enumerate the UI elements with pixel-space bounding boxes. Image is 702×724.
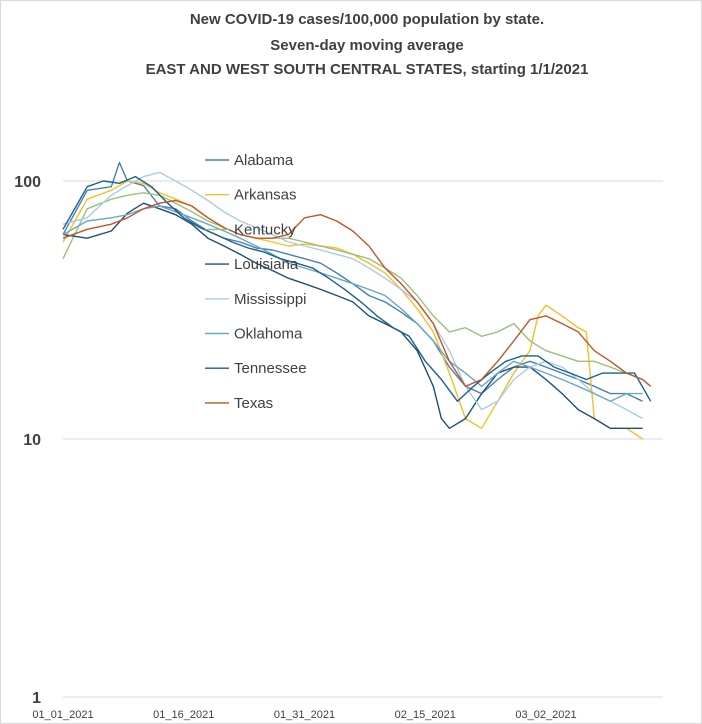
x-tick-label-01_16_2021: 01_16_2021	[153, 709, 214, 721]
series-lines	[62, 161, 652, 440]
gridlines	[63, 180, 663, 698]
series-line-mississippi	[62, 171, 643, 420]
series-line-louisiana	[62, 202, 643, 429]
legend-label-texas: Texas	[234, 395, 273, 412]
series-line-kentucky	[62, 192, 643, 381]
legend: Alabama Arkansas Kentucky Louisiana Mississi…	[205, 152, 307, 412]
legend-label-mississippi: Mississippi	[234, 291, 307, 308]
y-tick-label-1: 1	[32, 690, 41, 707]
y-tick-label-100: 100	[14, 174, 41, 191]
series-line-tennessee	[62, 175, 652, 402]
chart-title-line-1: New COVID-19 cases/100,000 population by…	[189, 11, 545, 28]
series-line-oklahoma	[62, 205, 643, 402]
chart-title-line-3: EAST AND WEST SOUTH CENTRAL STATES, star…	[145, 61, 589, 78]
x-tick-label-01_01_2021: 01_01_2021	[32, 709, 93, 721]
legend-label-louisiana: Louisiana	[234, 256, 299, 273]
legend-label-alabama: Alabama	[234, 152, 294, 169]
chart-title-line-2: Seven-day moving average	[270, 37, 464, 54]
legend-label-arkansas: Arkansas	[234, 187, 297, 204]
x-tick-label-02_15_2021: 02_15_2021	[395, 709, 456, 721]
legend-label-oklahoma: Oklahoma	[234, 326, 303, 343]
x-tick-label-01_31_2021: 01_31_2021	[274, 709, 335, 721]
series-line-texas	[62, 199, 652, 387]
series-line-arkansas	[62, 180, 643, 440]
legend-label-kentucky: Kentucky	[234, 221, 296, 238]
x-tick-label-03_02_2021: 03_02_2021	[515, 709, 576, 721]
axes: 1 10 100 01_01_2021 01_16_2021 01_31_2021 02_1…	[14, 174, 576, 721]
legend-label-tennessee: Tennessee	[234, 360, 307, 377]
y-tick-label-10: 10	[23, 432, 41, 449]
